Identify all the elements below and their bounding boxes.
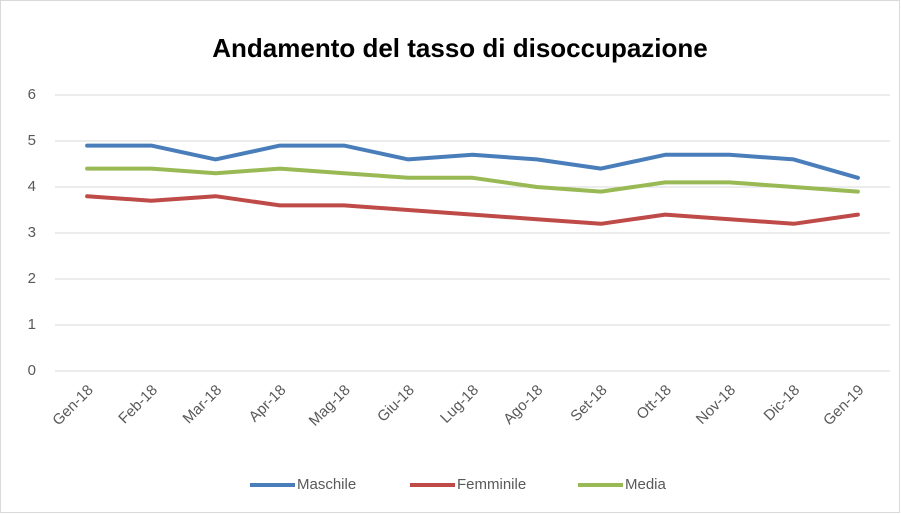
line-series bbox=[85, 194, 860, 226]
legend-label: Media bbox=[625, 476, 667, 493]
line-series bbox=[85, 166, 860, 194]
y-tick-label: 0 bbox=[28, 362, 36, 379]
y-tick-label: 2 bbox=[28, 270, 36, 287]
legend-label: Femminile bbox=[457, 476, 526, 493]
y-tick-label: 5 bbox=[28, 132, 36, 149]
legend-label: Maschile bbox=[297, 476, 356, 493]
y-tick-label: 3 bbox=[28, 224, 36, 241]
y-tick-label: 6 bbox=[28, 86, 36, 103]
chart-title: Andamento del tasso di disoccupazione bbox=[212, 33, 708, 63]
y-tick-label: 4 bbox=[28, 178, 36, 195]
line-series bbox=[85, 143, 860, 180]
y-tick-label: 1 bbox=[28, 316, 36, 333]
